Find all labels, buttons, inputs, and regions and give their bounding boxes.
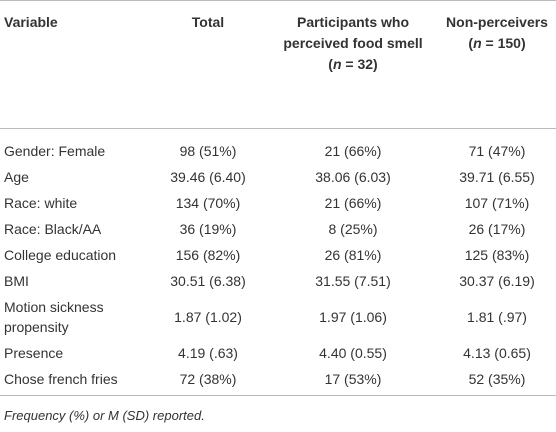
row-label: Gender: Female: [4, 143, 106, 159]
cell: 31.55 (7.51): [315, 273, 391, 289]
cell: 30.51 (6.38): [170, 273, 246, 289]
header-n: n: [473, 35, 482, 51]
header-cell: Non-perceivers (n = 150): [438, 0, 556, 129]
cell: 39.46 (6.40): [170, 169, 246, 185]
header-row: Variable Total Participants who perceived …: [0, 0, 556, 129]
header-cell: Variable: [0, 0, 148, 129]
cell: 125 (83%): [464, 247, 530, 263]
header-count: = 150): [481, 35, 526, 51]
header-paren: (: [328, 56, 333, 72]
cell: 1.87 (1.02): [174, 309, 242, 325]
table-row: Age 39.46 (6.40) 38.06 (6.03) 39.71 (6.55): [0, 164, 556, 190]
cell: 1.81 (.97): [467, 309, 527, 325]
cell: 4.13 (0.65): [463, 345, 531, 361]
table-row: Motion sickness propensity 1.87 (1.02) 1.9…: [0, 294, 556, 340]
data-table: Variable Total Participants who perceived …: [0, 0, 556, 396]
table-row: Presence 4.19 (.63) 4.40 (0.55) 4.13 (0.65): [0, 340, 556, 366]
row-label: Presence: [4, 345, 64, 361]
header-label: Total: [191, 14, 225, 30]
header-label: Non-perceivers: [446, 14, 548, 30]
cell: 17 (53%): [268, 366, 438, 396]
header-cell: Participants who perceived food smell (n …: [268, 0, 438, 129]
footnote: Frequency (%) or M (SD) reported.: [4, 408, 205, 423]
table-row: Chose french fries 72 (38%) 17 (53%) 52 (35…: [0, 366, 556, 396]
header-cell: Total: [148, 0, 268, 129]
row-label: College education: [4, 247, 117, 263]
row-label: Chose french fries: [0, 366, 148, 396]
table-row: College education 156 (82%) 26 (81%) 125 (8…: [0, 242, 556, 268]
cell: 36 (19%): [179, 221, 237, 237]
cell: 107 (71%): [464, 195, 530, 211]
table-row: Race: white 134 (70%) 21 (66%) 107 (71%): [0, 190, 556, 216]
cell: 26 (17%): [468, 221, 526, 237]
cell: 98 (51%): [179, 143, 237, 159]
cell: 72 (38%): [148, 366, 268, 396]
cell: 71 (47%): [468, 143, 526, 159]
table-row: Gender: Female 98 (51%) 21 (66%) 71 (47%): [0, 129, 556, 165]
table-row: BMI 30.51 (6.38) 31.55 (7.51) 30.37 (6.19): [0, 268, 556, 294]
cell: 134 (70%): [175, 195, 241, 211]
cell: 156 (82%): [175, 247, 241, 263]
cell: 39.71 (6.55): [459, 169, 535, 185]
cell: 21 (66%): [324, 143, 382, 159]
cell: 8 (25%): [328, 221, 378, 237]
header-n: n: [332, 56, 342, 72]
cell: 1.97 (1.06): [319, 309, 387, 325]
row-label: Race: white: [4, 195, 78, 211]
header-label: Participants who perceived food smell: [283, 14, 423, 51]
cell: 4.19 (.63): [178, 345, 238, 361]
header-label: Variable: [4, 14, 58, 30]
row-label: Age: [4, 169, 29, 185]
cell: 52 (35%): [438, 366, 556, 396]
header-paren: (: [468, 35, 474, 51]
row-label: Race: Black/AA: [4, 221, 102, 237]
table-row: Race: Black/AA 36 (19%) 8 (25%) 26 (17%): [0, 216, 556, 242]
row-label: BMI: [4, 273, 29, 289]
cell: 21 (66%): [324, 195, 382, 211]
cell: 26 (81%): [324, 247, 382, 263]
row-label: Motion sickness propensity: [4, 299, 104, 335]
cell: 38.06 (6.03): [315, 169, 391, 185]
table-body: Gender: Female 98 (51%) 21 (66%) 71 (47%) Ag…: [0, 129, 556, 396]
cell: 30.37 (6.19): [459, 273, 535, 289]
cell: 4.40 (0.55): [319, 345, 387, 361]
header-count: = 32): [341, 56, 378, 72]
